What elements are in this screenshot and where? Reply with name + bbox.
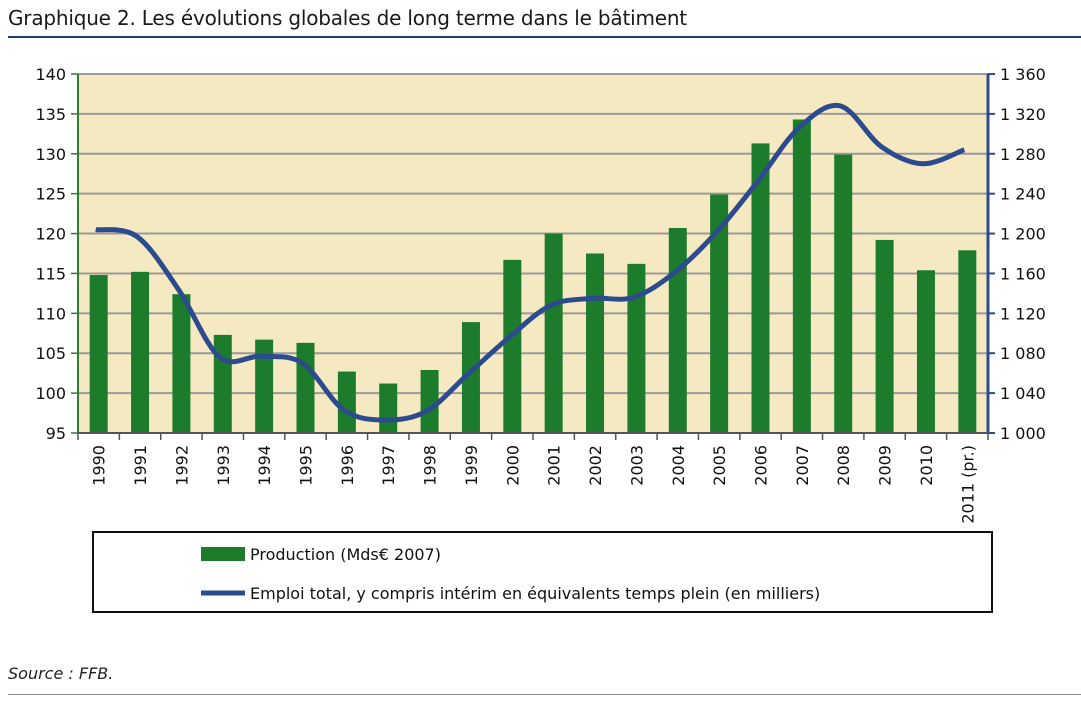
bar-1997 bbox=[379, 383, 398, 433]
right-tick-label: 1 200 bbox=[1000, 225, 1046, 244]
bar-1996 bbox=[337, 371, 356, 433]
bar-1999 bbox=[461, 322, 480, 433]
left-tick-label: 115 bbox=[35, 264, 66, 283]
x-tick-label: 1996 bbox=[338, 445, 357, 486]
x-tick-label: 1997 bbox=[379, 445, 398, 486]
x-tick-label: 1998 bbox=[421, 445, 440, 486]
bar-2005 bbox=[710, 194, 729, 433]
right-tick-label: 1 080 bbox=[1000, 344, 1046, 363]
bar-2010 bbox=[916, 270, 935, 433]
bar-2000 bbox=[503, 259, 522, 433]
left-tick-label: 130 bbox=[35, 145, 66, 164]
right-tick-label: 1 120 bbox=[1000, 304, 1046, 323]
x-tick-label: 2004 bbox=[669, 445, 688, 486]
legend-line-label: Emploi total, y compris intérim en équiv… bbox=[250, 584, 820, 603]
bar-2007 bbox=[792, 119, 811, 434]
bar-2006 bbox=[751, 143, 770, 433]
x-tick-label: 1994 bbox=[255, 445, 274, 486]
x-tick-label: 2002 bbox=[586, 445, 605, 486]
source-note: Source : FFB. bbox=[8, 664, 114, 683]
left-tick-label: 100 bbox=[35, 384, 66, 403]
x-tick-label: 1991 bbox=[131, 445, 150, 486]
legend-box bbox=[92, 531, 993, 613]
x-tick-label: 2011 (pr.) bbox=[958, 445, 977, 524]
legend-bar-label: Production (Mds€ 2007) bbox=[250, 545, 441, 564]
bar-1995 bbox=[296, 342, 315, 433]
bottom-divider bbox=[8, 694, 1081, 695]
right-tick-label: 1 280 bbox=[1000, 145, 1046, 164]
x-tick-label: 2001 bbox=[545, 445, 564, 486]
left-tick-label: 105 bbox=[35, 344, 66, 363]
bar-1991 bbox=[131, 271, 150, 433]
left-tick-label: 125 bbox=[35, 185, 66, 204]
bar-2002 bbox=[586, 253, 605, 433]
right-tick-label: 1 360 bbox=[1000, 65, 1046, 84]
bar-2004 bbox=[668, 227, 687, 433]
x-tick-label: 2010 bbox=[917, 445, 936, 486]
right-tick-label: 1 040 bbox=[1000, 384, 1046, 403]
bar-2003 bbox=[627, 263, 646, 433]
left-tick-label: 135 bbox=[35, 105, 66, 124]
x-tick-label: 1990 bbox=[90, 445, 109, 486]
bar-1992 bbox=[172, 294, 191, 433]
right-tick-label: 1 240 bbox=[1000, 185, 1046, 204]
bar-2011pr bbox=[958, 250, 977, 433]
left-tick-label: 110 bbox=[35, 304, 66, 323]
bar-2001 bbox=[544, 233, 563, 433]
x-axis-tick-labels: 1990 1991 1992 1993 1994 1995 1996 1997 1998 1999… bbox=[90, 445, 978, 524]
page-title: Graphique 2. Les évolutions globales de … bbox=[8, 6, 687, 30]
axes bbox=[71, 73, 995, 440]
x-tick-label: 2007 bbox=[793, 445, 812, 486]
legend: Production (Mds€ 2007) Emploi total, y c… bbox=[92, 531, 993, 613]
right-axis-tick-labels: 1 000 1 040 1 080 1 120 1 160 1 200 1 240 1 280… bbox=[1000, 65, 1046, 443]
right-tick-label: 1 320 bbox=[1000, 105, 1046, 124]
x-tick-label: 2003 bbox=[627, 445, 646, 486]
left-tick-label: 120 bbox=[35, 225, 66, 244]
left-tick-label: 95 bbox=[46, 424, 66, 443]
right-tick-label: 1 000 bbox=[1000, 424, 1046, 443]
x-tick-label: 1993 bbox=[214, 445, 233, 486]
line-series-emploi bbox=[95, 102, 966, 423]
x-tick-label: 2000 bbox=[503, 445, 522, 486]
bar-2009 bbox=[875, 239, 894, 433]
bar-1998 bbox=[420, 369, 439, 433]
left-tick-label: 140 bbox=[35, 65, 66, 84]
bar-series bbox=[89, 119, 977, 434]
left-axis-tick-labels: 95 100 105 110 115 120 125 130 135 140 bbox=[35, 65, 66, 443]
x-tick-label: 1995 bbox=[297, 445, 316, 486]
x-tick-label: 2006 bbox=[752, 445, 771, 486]
title-divider bbox=[8, 36, 1081, 38]
bar-1990 bbox=[89, 275, 108, 433]
x-tick-label: 1999 bbox=[462, 445, 481, 486]
x-tick-label: 2008 bbox=[834, 445, 853, 486]
x-tick-label: 1992 bbox=[172, 445, 191, 486]
right-tick-label: 1 160 bbox=[1000, 264, 1046, 283]
bar-1994 bbox=[255, 339, 274, 433]
x-tick-label: 2009 bbox=[876, 445, 895, 486]
bar-2008 bbox=[834, 154, 853, 433]
bar-1993 bbox=[213, 334, 232, 433]
legend-bar-swatch bbox=[201, 547, 245, 561]
x-tick-label: 2005 bbox=[710, 445, 729, 486]
chart: 95 100 105 110 115 120 125 130 135 140 1 000 1 040… bbox=[35, 65, 1046, 613]
